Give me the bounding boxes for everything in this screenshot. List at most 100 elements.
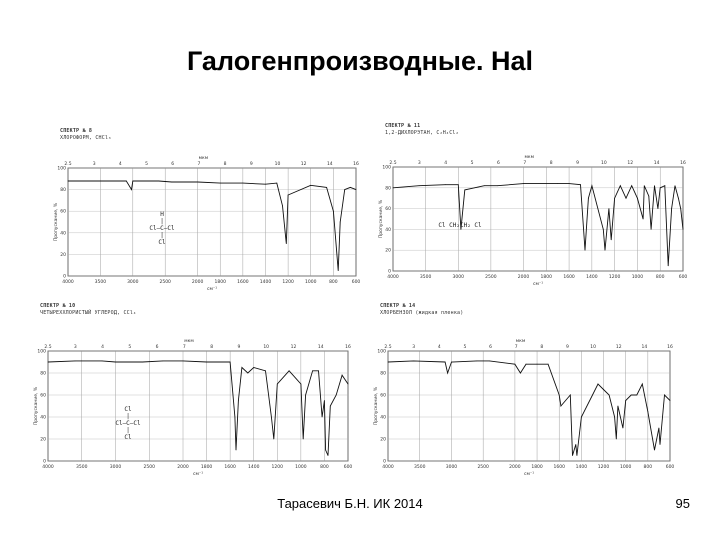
- y-axis-label: Пропускание, %: [373, 386, 379, 425]
- y-tick-label: 20: [385, 248, 391, 254]
- spectrum-point: [650, 229, 652, 230]
- top-axis-unit: мкм: [199, 156, 209, 161]
- spectrum-point: [344, 189, 346, 190]
- x-tick-label: 3500: [95, 279, 107, 285]
- spectrum-point: [680, 208, 682, 209]
- y-tick-label: 0: [43, 459, 46, 465]
- spectrum-point: [603, 389, 604, 390]
- top-tick-label: 6: [171, 161, 174, 167]
- x-tick-label: 600: [352, 279, 360, 285]
- spectrum-point: [288, 370, 290, 372]
- structure-formula: |: [160, 218, 164, 225]
- structure-formula: |: [126, 427, 130, 434]
- spectrum-point: [300, 383, 302, 385]
- spectrum-point: [569, 394, 571, 396]
- footer-author: Тарасевич Б.Н. ИК 2014: [277, 496, 423, 511]
- spectrum-point: [329, 405, 331, 407]
- x-tick-label: 1600: [553, 464, 565, 470]
- x-axis-unit: см⁻¹: [207, 287, 217, 292]
- y-tick-label: 0: [63, 274, 66, 280]
- y-tick-label: 0: [388, 269, 391, 275]
- top-tick-label: 2.5: [389, 160, 396, 166]
- top-tick-label: 16: [353, 161, 359, 167]
- spectrum-point: [657, 208, 659, 209]
- spectrum-point: [335, 394, 337, 396]
- spectrum-point: [285, 243, 287, 244]
- top-tick-label: 10: [601, 160, 607, 166]
- spectrum-point: [321, 416, 323, 418]
- spectrum-point: [287, 194, 289, 196]
- x-tick-label: 1000: [620, 464, 632, 470]
- top-tick-label: 9: [576, 160, 579, 166]
- spectrum-point: [637, 197, 638, 199]
- top-axis-unit: мкм: [525, 155, 535, 160]
- top-tick-label: 7: [197, 161, 200, 167]
- plot-frame: [67, 167, 357, 277]
- spectrum-point: [648, 195, 650, 197]
- spectrum-point: [247, 372, 249, 374]
- spectrum-point: [392, 187, 394, 189]
- spectrum-number: СПЕКТР № 10: [40, 303, 76, 309]
- y-axis-label: Пропускание, %: [33, 386, 39, 425]
- spectrum-point: [305, 394, 306, 396]
- spectrum-point: [253, 367, 255, 368]
- spectrum-point: [234, 416, 236, 418]
- x-tick-label: 1600: [237, 279, 249, 285]
- spectrum-point: [476, 360, 478, 362]
- top-tick-label: 4: [101, 344, 104, 350]
- y-tick-label: 20: [60, 252, 66, 258]
- spectrum-point: [630, 394, 632, 396]
- spectrum-point: [659, 187, 661, 189]
- spectrum-point: [625, 197, 627, 199]
- y-tick-label: 60: [385, 206, 391, 212]
- top-tick-label: 10: [275, 161, 281, 167]
- spectrum-point: [591, 185, 593, 187]
- top-tick-label: 7: [515, 344, 518, 350]
- spectrum-point: [588, 197, 589, 199]
- spectrum-point: [654, 449, 655, 451]
- spectrum-point: [642, 218, 644, 220]
- spectrum-point: [547, 363, 549, 365]
- spectrum-point: [523, 183, 524, 185]
- y-tick-label: 60: [40, 393, 46, 399]
- spectrum-point: [197, 181, 199, 183]
- spectrum-point: [614, 416, 616, 418]
- top-tick-label: 16: [667, 344, 673, 350]
- x-tick-label: 3500: [420, 274, 432, 280]
- y-tick-label: 40: [60, 230, 66, 236]
- top-tick-label: 14: [654, 160, 660, 166]
- spectrum-point: [237, 400, 239, 401]
- spectrum-point: [576, 455, 578, 456]
- spectrum-point: [418, 185, 420, 187]
- structure-formula: Cl—C—Cl: [115, 420, 141, 427]
- spectrum-point: [47, 361, 49, 363]
- y-tick-label: 80: [40, 371, 46, 377]
- spectrum-point: [604, 249, 606, 251]
- top-tick-label: 8: [550, 160, 553, 166]
- spectrum-point: [514, 363, 516, 365]
- y-tick-label: 80: [60, 187, 66, 193]
- x-tick-label: 3000: [446, 464, 458, 470]
- spectrum-point: [671, 208, 673, 209]
- x-tick-label: 800: [329, 279, 338, 285]
- spectrum-point: [387, 361, 389, 363]
- top-tick-label: 2.5: [44, 344, 51, 350]
- spectrum-point: [206, 361, 207, 363]
- x-tick-label: 1400: [248, 464, 260, 470]
- x-tick-label: 800: [644, 464, 653, 470]
- spectrum-point: [608, 208, 610, 209]
- spectrum-point: [131, 189, 132, 190]
- spectrum-point: [614, 197, 616, 199]
- spectrum-point: [602, 229, 604, 230]
- top-tick-label: 4: [119, 161, 122, 167]
- top-tick-label: 6: [489, 344, 492, 350]
- spectrum-point: [162, 360, 164, 362]
- spectrum-point: [664, 185, 666, 187]
- x-tick-label: 1600: [224, 464, 236, 470]
- y-tick-label: 100: [377, 349, 386, 355]
- structure-formula: Cl CH₂CH₂ Cl: [438, 222, 482, 229]
- spectrum-plot: 4000 3500 3000 2500 2000 1800 1600 1400 1200 1000…: [33, 339, 352, 477]
- x-axis-unit: см⁻¹: [524, 472, 534, 477]
- top-tick-label: 6: [497, 160, 500, 166]
- x-tick-label: 1000: [305, 279, 317, 285]
